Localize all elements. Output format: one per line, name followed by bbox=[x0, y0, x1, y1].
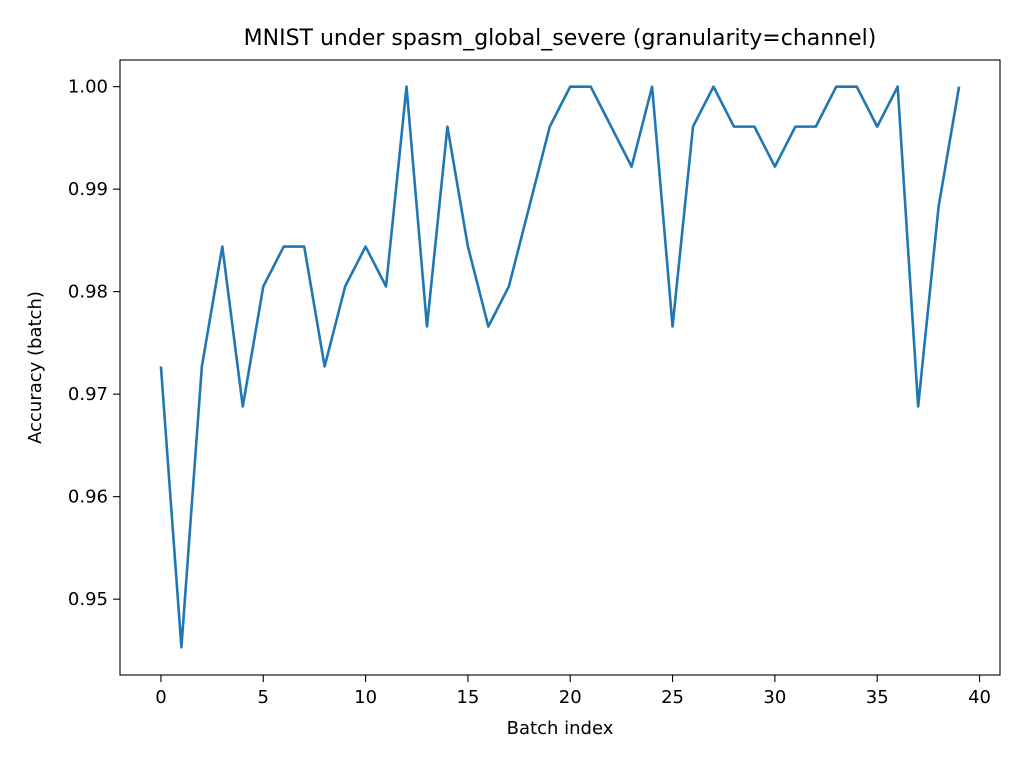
x-tick-label: 0 bbox=[155, 687, 166, 708]
y-tick-label: 0.98 bbox=[68, 282, 108, 303]
x-tick-label: 15 bbox=[456, 687, 479, 708]
x-tick-label: 30 bbox=[763, 687, 786, 708]
axes-frame bbox=[119, 59, 1001, 676]
y-tick-label: 0.99 bbox=[68, 179, 108, 200]
x-tick-label: 40 bbox=[968, 687, 991, 708]
y-tick-label: 1.00 bbox=[68, 77, 108, 98]
y-tick-label: 0.97 bbox=[68, 384, 108, 405]
y-axis-label: Accuracy (batch) bbox=[25, 291, 46, 444]
y-tick-label: 0.95 bbox=[68, 589, 108, 610]
plot-area bbox=[120, 60, 1000, 675]
x-tick-label: 5 bbox=[258, 687, 269, 708]
x-tick-label: 20 bbox=[559, 687, 582, 708]
series-line bbox=[159, 85, 961, 649]
x-tick-label: 25 bbox=[661, 687, 684, 708]
y-tick-label: 0.96 bbox=[68, 487, 108, 508]
x-tick-label: 35 bbox=[866, 687, 889, 708]
x-axis-label: Batch index bbox=[507, 718, 614, 739]
y-axis-ticks: 0.95 0.96 0.97 0.98 0.99 1.00 bbox=[68, 77, 120, 610]
series-layer bbox=[159, 85, 961, 649]
x-tick-label: 10 bbox=[354, 687, 377, 708]
chart-title: MNIST under spasm_global_severe (granula… bbox=[244, 26, 877, 51]
x-axis-ticks: 0 5 10 15 20 25 30 35 40 bbox=[155, 675, 991, 708]
